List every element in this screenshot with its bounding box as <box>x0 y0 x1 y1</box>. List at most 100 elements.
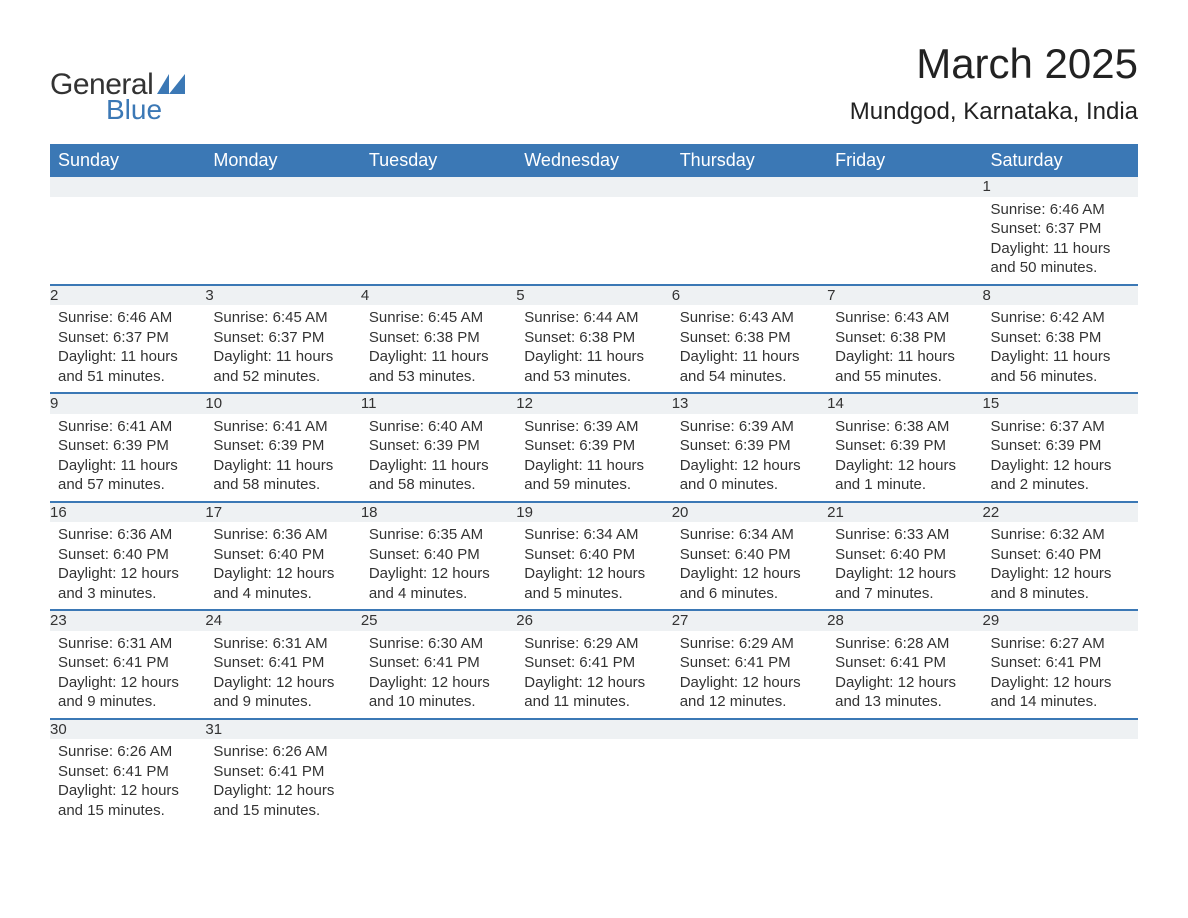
sunrise-text: Sunrise: 6:36 AM <box>58 525 197 545</box>
sunrise-text: Sunrise: 6:26 AM <box>58 742 197 762</box>
sunrise-text: Sunrise: 6:27 AM <box>991 634 1130 654</box>
day-number: 15 <box>983 393 1138 414</box>
sunset-text: Sunset: 6:40 PM <box>524 545 663 565</box>
logo: General Blue <box>50 40 185 126</box>
sunset-text: Sunset: 6:40 PM <box>680 545 819 565</box>
week-number-row: 23242526272829 <box>50 610 1138 631</box>
sunset-text: Sunset: 6:41 PM <box>680 653 819 673</box>
day-cell: Sunrise: 6:34 AMSunset: 6:40 PMDaylight:… <box>672 522 827 610</box>
day-number <box>983 719 1138 740</box>
week-body-row: Sunrise: 6:46 AMSunset: 6:37 PMDaylight:… <box>50 197 1138 285</box>
day-number <box>672 177 827 197</box>
daylight-text: Daylight: 12 hours and 4 minutes. <box>213 564 352 603</box>
week-number-row: 9101112131415 <box>50 393 1138 414</box>
sunrise-text: Sunrise: 6:29 AM <box>524 634 663 654</box>
day-number <box>516 177 671 197</box>
day-number: 23 <box>50 610 205 631</box>
daylight-text: Daylight: 11 hours and 58 minutes. <box>369 456 508 495</box>
week-body-row: Sunrise: 6:41 AMSunset: 6:39 PMDaylight:… <box>50 414 1138 502</box>
daylight-text: Daylight: 12 hours and 3 minutes. <box>58 564 197 603</box>
day-number: 1 <box>983 177 1138 197</box>
sunset-text: Sunset: 6:41 PM <box>213 762 352 782</box>
sunrise-text: Sunrise: 6:45 AM <box>213 308 352 328</box>
day-number: 24 <box>205 610 360 631</box>
day-cell: Sunrise: 6:27 AMSunset: 6:41 PMDaylight:… <box>983 631 1138 719</box>
sunrise-text: Sunrise: 6:39 AM <box>680 417 819 437</box>
sunset-text: Sunset: 6:39 PM <box>369 436 508 456</box>
sunrise-text: Sunrise: 6:31 AM <box>213 634 352 654</box>
day-number: 14 <box>827 393 982 414</box>
sunset-text: Sunset: 6:39 PM <box>835 436 974 456</box>
daylight-text: Daylight: 12 hours and 2 minutes. <box>991 456 1130 495</box>
day-cell: Sunrise: 6:33 AMSunset: 6:40 PMDaylight:… <box>827 522 982 610</box>
location: Mundgod, Karnataka, India <box>850 98 1138 126</box>
day-cell: Sunrise: 6:41 AMSunset: 6:39 PMDaylight:… <box>50 414 205 502</box>
day-number <box>827 719 982 740</box>
day-cell <box>827 197 982 285</box>
sunset-text: Sunset: 6:38 PM <box>991 328 1130 348</box>
logo-triangle-icon <box>157 74 185 94</box>
day-cell: Sunrise: 6:35 AMSunset: 6:40 PMDaylight:… <box>361 522 516 610</box>
day-number: 9 <box>50 393 205 414</box>
sunset-text: Sunset: 6:39 PM <box>991 436 1130 456</box>
day-number: 22 <box>983 502 1138 523</box>
day-cell: Sunrise: 6:37 AMSunset: 6:39 PMDaylight:… <box>983 414 1138 502</box>
sunset-text: Sunset: 6:41 PM <box>991 653 1130 673</box>
day-cell <box>983 739 1138 826</box>
sunset-text: Sunset: 6:41 PM <box>369 653 508 673</box>
day-number <box>827 177 982 197</box>
week-body-row: Sunrise: 6:26 AM Sunset: 6:41 PMDaylight:… <box>50 739 1138 826</box>
sunrise-text: Sunrise: 6:32 AM <box>991 525 1130 545</box>
sunset-text: Sunset: 6:37 PM <box>991 219 1130 239</box>
day-number: 27 <box>672 610 827 631</box>
sunset-text: Sunset: 6:41 PM <box>58 653 197 673</box>
daylight-text: Daylight: 11 hours and 53 minutes. <box>369 347 508 386</box>
sunset-text: Sunset: 6:37 PM <box>58 328 197 348</box>
day-cell: Sunrise: 6:32 AMSunset: 6:40 PMDaylight:… <box>983 522 1138 610</box>
sunrise-text: Sunrise: 6:30 AM <box>369 634 508 654</box>
sunset-text: Sunset: 6:41 PM <box>524 653 663 673</box>
day-number: 31 <box>205 719 360 740</box>
sunset-text: Sunset: 6:38 PM <box>369 328 508 348</box>
day-cell <box>361 739 516 826</box>
sunset-text: Sunset: 6:39 PM <box>524 436 663 456</box>
day-cell: Sunrise: 6:31 AMSunset: 6:41 PMDaylight:… <box>205 631 360 719</box>
day-number: 16 <box>50 502 205 523</box>
sunset-text: Sunset: 6:40 PM <box>835 545 974 565</box>
sunrise-text: Sunrise: 6:41 AM <box>58 417 197 437</box>
week-body-row: Sunrise: 6:46 AMSunset: 6:37 PMDaylight:… <box>50 305 1138 393</box>
header: General Blue March 2025 Mundgod, Karnata… <box>50 40 1138 126</box>
sunset-text: Sunset: 6:40 PM <box>58 545 197 565</box>
day-number: 21 <box>827 502 982 523</box>
day-cell: Sunrise: 6:36 AMSunset: 6:40 PMDaylight:… <box>205 522 360 610</box>
daylight-text: Daylight: 11 hours and 50 minutes. <box>991 239 1130 278</box>
daylight-text: Daylight: 11 hours and 54 minutes. <box>680 347 819 386</box>
day-cell: Sunrise: 6:42 AMSunset: 6:38 PMDaylight:… <box>983 305 1138 393</box>
day-number: 10 <box>205 393 360 414</box>
day-cell: Sunrise: 6:45 AMSunset: 6:38 PMDaylight:… <box>361 305 516 393</box>
daylight-text: Daylight: 11 hours and 56 minutes. <box>991 347 1130 386</box>
daylight-text: Daylight: 11 hours and 51 minutes. <box>58 347 197 386</box>
day-cell: Sunrise: 6:39 AMSunset: 6:39 PMDaylight:… <box>672 414 827 502</box>
day-number: 6 <box>672 285 827 306</box>
day-cell: Sunrise: 6:29 AMSunset: 6:41 PMDaylight:… <box>672 631 827 719</box>
sunrise-text: Sunrise: 6:38 AM <box>835 417 974 437</box>
day-number <box>361 719 516 740</box>
daylight-text: Daylight: 12 hours and 12 minutes. <box>680 673 819 712</box>
sunrise-text: Sunrise: 6:43 AM <box>835 308 974 328</box>
sunrise-text: Sunrise: 6:45 AM <box>369 308 508 328</box>
day-number: 3 <box>205 285 360 306</box>
daylight-text: Daylight: 11 hours and 57 minutes. <box>58 456 197 495</box>
daylight-text: Daylight: 12 hours and 15 minutes. <box>213 781 352 820</box>
week-number-row: 16171819202122 <box>50 502 1138 523</box>
day-cell: Sunrise: 6:38 AMSunset: 6:39 PMDaylight:… <box>827 414 982 502</box>
daylight-text: Daylight: 11 hours and 52 minutes. <box>213 347 352 386</box>
sunset-text: Sunset: 6:39 PM <box>58 436 197 456</box>
week-body-row: Sunrise: 6:31 AMSunset: 6:41 PMDaylight:… <box>50 631 1138 719</box>
sunset-text: Sunset: 6:40 PM <box>991 545 1130 565</box>
day-cell: Sunrise: 6:43 AMSunset: 6:38 PMDaylight:… <box>827 305 982 393</box>
day-cell <box>516 197 671 285</box>
sunrise-text: Sunrise: 6:46 AM <box>991 200 1130 220</box>
daylight-text: Daylight: 12 hours and 6 minutes. <box>680 564 819 603</box>
sunrise-text: Sunrise: 6:42 AM <box>991 308 1130 328</box>
